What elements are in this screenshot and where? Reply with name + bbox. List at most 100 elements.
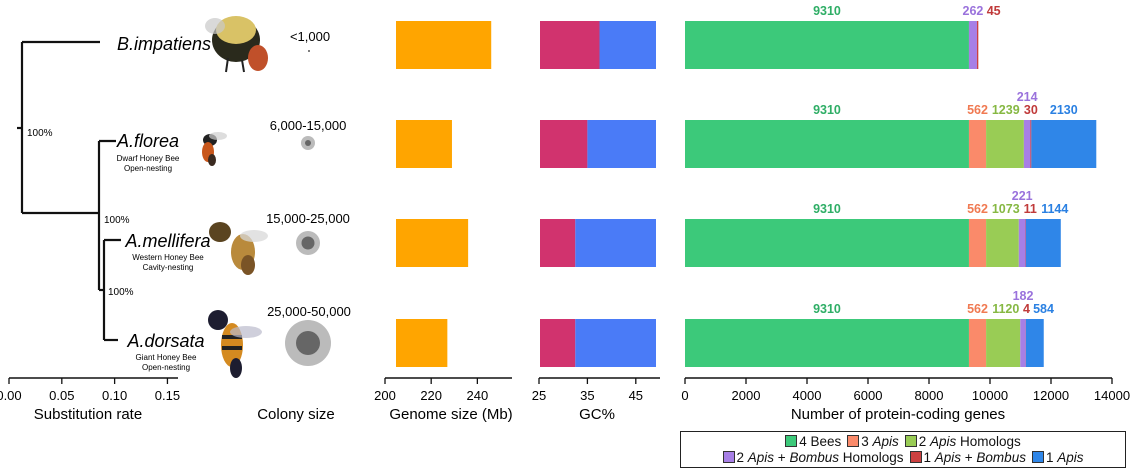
gene-category-legend: 4 Bees 3 Apis 2 Apis Homologs 2 Apis + Bom… — [680, 431, 1126, 468]
gene-value-label: 9310 — [813, 302, 841, 316]
gene-value-label: 9310 — [813, 4, 841, 18]
species-common-aflorea: Dwarf Honey Bee — [117, 154, 180, 163]
gene-value-label: 9310 — [813, 202, 841, 216]
gc-bar-at — [575, 219, 656, 267]
gene-tick-label: 12000 — [1033, 388, 1069, 403]
gc-tick-label: 25 — [532, 388, 546, 403]
species-common-amellifera: Western Honey Bee — [132, 253, 204, 262]
gene-value-label: 262 — [963, 4, 984, 18]
gene-bar-segment — [1020, 319, 1026, 367]
colony-axis-label: Colony size — [257, 406, 335, 423]
genome-tick-label: 200 — [374, 388, 396, 403]
legend-row-1: 4 Bees 3 Apis 2 Apis Homologs — [681, 434, 1125, 450]
gene-bar-segment — [986, 319, 1021, 367]
gene-bar-segment — [986, 219, 1019, 267]
legend-entry: 4 Bees — [785, 434, 841, 449]
gc-bar-gc — [540, 21, 600, 69]
gene-value-label: 214 — [1017, 90, 1038, 104]
gene-value-label: 221 — [1012, 189, 1033, 203]
gene-bar-segment — [685, 21, 969, 69]
gene-bar-segment — [1030, 120, 1032, 168]
gc-bar-at — [575, 319, 656, 367]
legend-swatch — [722, 451, 735, 463]
gene-tick-label: 4000 — [793, 388, 822, 403]
gc-bar-at — [599, 21, 656, 69]
gc-bar-gc — [540, 219, 576, 267]
bootstrap-label-root: 100% — [27, 128, 53, 139]
gene-tick-label: 10000 — [972, 388, 1008, 403]
gene-value-label: 1144 — [1041, 202, 1068, 216]
gene-value-label: 182 — [1013, 289, 1034, 303]
legend-label: Homologs — [838, 450, 904, 465]
colony-dot-bimpatiens — [308, 50, 310, 52]
gene-value-label: 1239 — [992, 103, 1020, 117]
gene-value-label: 1120 — [992, 302, 1019, 316]
legend-label: 1 — [1045, 450, 1058, 465]
legend-swatch — [785, 435, 798, 447]
bootstrap-label-apis: 100% — [104, 215, 130, 226]
genome-size-chart: 200 220 240 — [374, 21, 512, 403]
genome-tick-label: 240 — [467, 388, 489, 403]
legend-label: 2 — [736, 450, 748, 465]
gene-value-label: 562 — [967, 103, 988, 117]
gene-bar-segment — [1023, 120, 1031, 168]
colony-inner-aflorea — [305, 140, 311, 146]
species-common-adorsata: Giant Honey Bee — [136, 353, 197, 362]
colony-inner-amellifera — [301, 236, 315, 250]
colony-label-aflorea: 6,000-15,000 — [270, 118, 347, 133]
gene-axis-label: Number of protein-coding genes — [791, 406, 1005, 423]
western-honeybee-illustration — [209, 222, 268, 275]
bootstrap-label-inner: 100% — [108, 287, 134, 298]
legend-label: + — [774, 450, 790, 465]
tree-tick-label: 0.00 — [0, 388, 22, 403]
gene-value-label: 584 — [1033, 302, 1054, 316]
tree-tick-label: 0.05 — [49, 388, 74, 403]
legend-entry: 3 Apis — [847, 434, 899, 449]
gene-bar-segment — [1018, 219, 1026, 267]
legend-label: Bombus — [789, 450, 839, 465]
species-nesting-adorsata: Open-nesting — [142, 363, 190, 372]
gene-bar-segment — [685, 120, 969, 168]
legend-entry: 2 Apis Homologs — [904, 434, 1021, 449]
legend-label: Apis — [934, 450, 962, 465]
legend-entry: 1 Apis — [1031, 450, 1083, 465]
gene-value-label: 45 — [987, 4, 1001, 18]
species-name-bimpatiens: B.impatiens — [117, 34, 211, 54]
legend-label: Bombus — [976, 450, 1026, 465]
gene-bar-segment — [1025, 219, 1027, 267]
legend-swatch — [1031, 451, 1044, 463]
legend-label: Apis — [872, 434, 899, 449]
legend-swatch — [909, 451, 922, 463]
gc-axis-label: GC% — [579, 406, 615, 423]
genome-bar — [396, 21, 492, 69]
legend-label: Apis — [747, 450, 775, 465]
gene-bar-segment — [968, 120, 987, 168]
gc-bar-at — [587, 120, 656, 168]
gene-value-label: 4 — [1023, 302, 1030, 316]
colony-label-amellifera: 15,000-25,000 — [266, 211, 350, 226]
species-name-aflorea: A.florea — [116, 131, 179, 151]
genome-bar — [396, 120, 452, 168]
gc-tick-label: 45 — [629, 388, 643, 403]
gene-tick-label: 8000 — [915, 388, 944, 403]
tree-tick-label: 0.15 — [155, 388, 180, 403]
gc-tick-label: 35 — [580, 388, 594, 403]
species-name-amellifera: A.mellifera — [124, 231, 210, 251]
gene-value-label: 2130 — [1050, 103, 1078, 117]
legend-label: Homologs — [956, 434, 1021, 449]
colony-label-adorsata: 25,000-50,000 — [267, 304, 351, 319]
genome-bar — [396, 219, 469, 267]
colony-label-bimpatiens: <1,000 — [290, 29, 330, 44]
genome-tick-label: 220 — [420, 388, 442, 403]
tree-axis-label: Substitution rate — [34, 406, 142, 423]
legend-label: 2 — [918, 434, 931, 449]
legend-label: 4 Bees — [799, 434, 842, 449]
legend-entry: 2 Apis + Bombus Homologs — [722, 450, 904, 465]
legend-label: 1 — [923, 450, 935, 465]
gene-bar-segment — [685, 319, 969, 367]
phylogenetic-tree — [17, 40, 121, 342]
legend-swatch — [904, 435, 917, 447]
gene-tick-label: 0 — [681, 388, 688, 403]
legend-label: + — [961, 450, 977, 465]
